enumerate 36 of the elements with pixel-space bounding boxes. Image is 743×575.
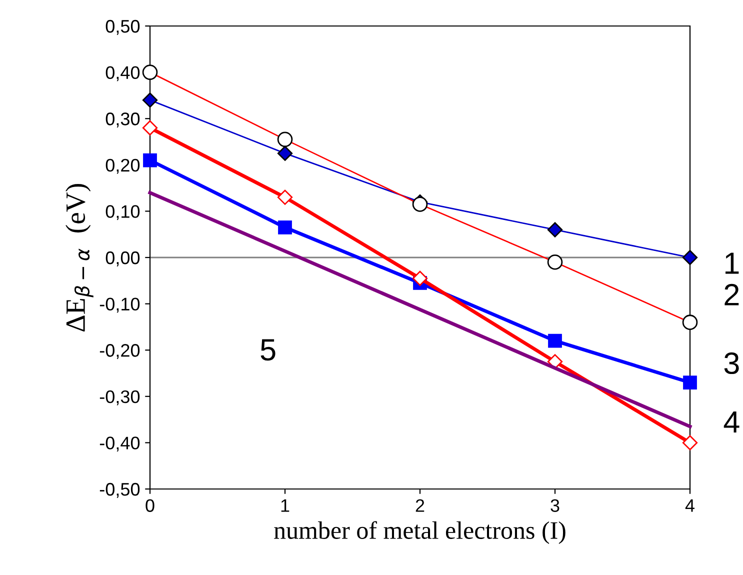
point	[683, 376, 697, 390]
y-axis-title: ΔE$_{β−α}$ (eV)	[66, 184, 94, 332]
series-label: 3	[724, 352, 739, 374]
point	[547, 354, 563, 370]
y-tick-label: -0,50	[100, 482, 140, 498]
y-tick-label: 0,30	[106, 112, 140, 128]
y-tick-label: -0,10	[100, 298, 140, 313]
point	[547, 222, 563, 238]
text: 5	[260, 339, 276, 361]
y-tick-label: 0,20	[106, 158, 140, 174]
y-tick-label: -0,40	[100, 436, 140, 452]
y-tick-label: 0,00	[106, 251, 140, 266]
y-tick-label: -0,30	[100, 390, 140, 406]
x-tick-label: 1	[281, 499, 290, 512]
point	[682, 250, 698, 266]
point	[682, 435, 698, 450]
y-tick-label: 0,10	[106, 205, 140, 220]
series-label: 2	[724, 284, 739, 306]
series-label: 4	[724, 412, 740, 433]
y-tick-label: -0,20	[100, 344, 140, 359]
point	[142, 120, 158, 136]
y-tick-label: 0,50	[106, 20, 140, 35]
point	[142, 92, 158, 108]
point	[277, 190, 293, 205]
x-tick-label: 0	[146, 499, 154, 512]
point	[278, 220, 292, 234]
point	[143, 153, 157, 168]
x-tick-label: 2	[416, 499, 424, 512]
point	[548, 334, 562, 348]
point	[412, 270, 428, 286]
x-tick-label: 4	[685, 499, 694, 512]
y-tick-label: 0,40	[106, 66, 140, 82]
x-tick-label: 3	[550, 499, 560, 512]
x-axis-title: number of metal electrons (I)	[274, 521, 566, 544]
series-label: 1	[726, 252, 739, 274]
point	[277, 146, 293, 161]
